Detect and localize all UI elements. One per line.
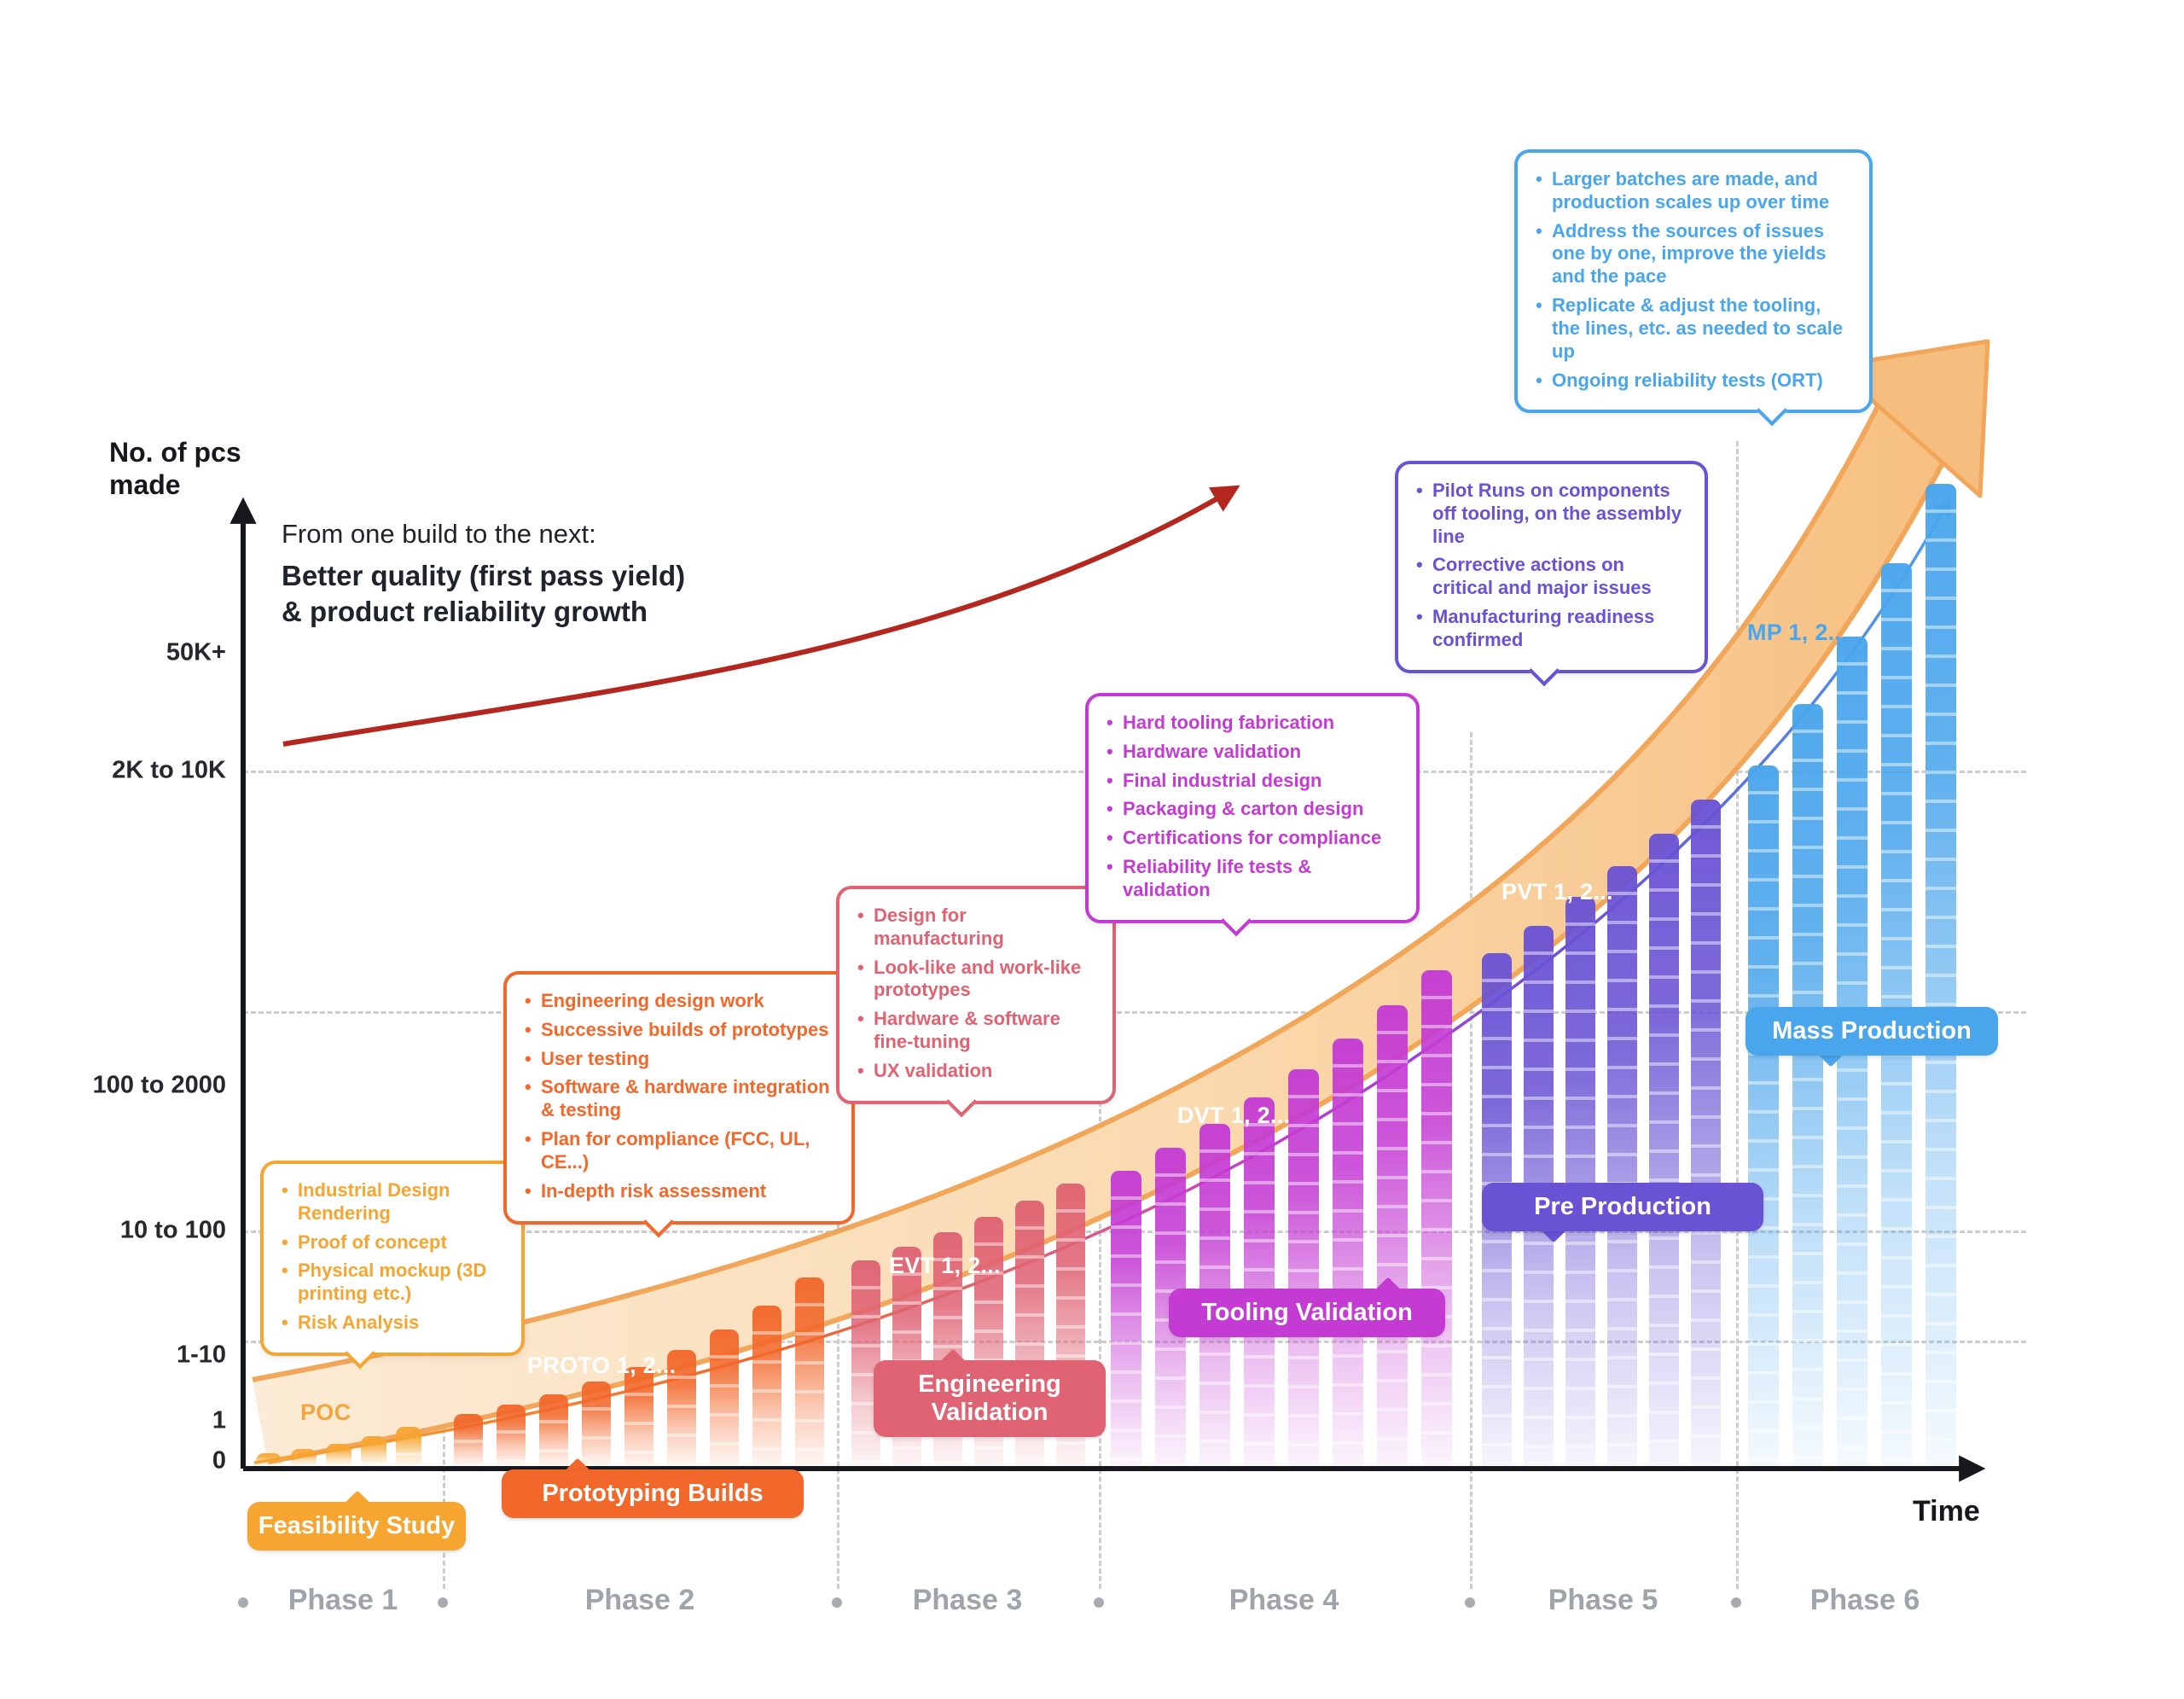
badge-pointer <box>1374 1277 1402 1304</box>
callout-item: Risk Analysis <box>277 1312 506 1335</box>
y-axis-label-10-to-100: 10 to 100 <box>119 1216 226 1244</box>
callout-mass-production: Larger batches are made, and production … <box>1514 149 1873 427</box>
phase-axis-dot <box>1094 1597 1104 1608</box>
callout-prototyping-builds: Engineering design work Successive builds… <box>503 971 855 1238</box>
phase-axis-dot <box>832 1597 842 1608</box>
callout-list: Pilot Runs on components off tooling, on… <box>1412 480 1689 652</box>
badge-mass-production: Mass Production <box>1745 1007 1998 1068</box>
y-axis-title: No. of pcs made <box>109 437 241 502</box>
callout-list: Hard tooling fabrication Hardware validat… <box>1102 712 1401 902</box>
y-axis-label-100-to-2000: 100 to 2000 <box>92 1071 226 1099</box>
phase-axis-dot <box>1731 1597 1741 1608</box>
badge-tooling-validation: Tooling Validation <box>1169 1277 1445 1338</box>
callout-item: Proof of concept <box>277 1231 506 1254</box>
phase-axis-dot <box>438 1597 448 1608</box>
badge-prototyping-builds: Prototyping Builds <box>502 1458 804 1519</box>
y-axis-label-1: 1 <box>212 1406 226 1434</box>
y-axis-label-0: 0 <box>212 1446 226 1475</box>
y-axis-title-line2: made <box>109 468 181 500</box>
phase-axis-dot <box>238 1597 248 1608</box>
callout-item: Corrective actions on critical and major… <box>1412 554 1689 600</box>
callout-item: Design for manufacturing <box>853 905 1097 951</box>
callout-item: User testing <box>520 1048 836 1071</box>
badge-pointer <box>1540 1216 1567 1243</box>
callout-item: Physical mockup (3D printing etc.) <box>277 1260 506 1306</box>
phase-label-3: Phase 3 <box>912 1584 1023 1616</box>
phase-axis-dot <box>1465 1597 1475 1608</box>
callout-item: Software & hardware integration & testin… <box>520 1076 836 1122</box>
callout-pointer <box>945 1085 978 1118</box>
y-axis-label-50k: 50K+ <box>166 638 226 666</box>
callout-item: Successive builds of prototypes <box>520 1019 836 1042</box>
badge-pointer <box>1817 1040 1844 1068</box>
callout-pointer <box>1528 655 1560 687</box>
callout-list: Industrial Design Rendering Proof of conc… <box>277 1179 506 1335</box>
badge-pointer <box>939 1348 967 1376</box>
callout-item: Hardware validation <box>1102 741 1401 764</box>
callout-item: Certifications for compliance <box>1102 827 1401 850</box>
callout-item: Look-like and work-like prototypes <box>853 957 1097 1003</box>
callout-item: Replicate & adjust the tooling, the line… <box>1531 294 1854 363</box>
callout-tooling-validation: Hard tooling fabrication Hardware validat… <box>1085 693 1420 937</box>
badge-feasibility-study: Feasibility Study <box>247 1490 466 1551</box>
callout-item: Hard tooling fabrication <box>1102 712 1401 735</box>
phase-label-5: Phase 5 <box>1548 1584 1658 1616</box>
callout-item: In-depth risk assessment <box>520 1180 836 1203</box>
callout-item: UX validation <box>853 1060 1097 1083</box>
badge-engineering-validation: Engineering Validation <box>874 1348 1106 1438</box>
y-axis-label-2k-to-10k: 2K to 10K <box>112 756 226 784</box>
badge-pointer <box>564 1458 591 1485</box>
badge-pointer <box>344 1490 371 1517</box>
callout-list: Design for manufacturing Look-like and wo… <box>853 905 1097 1083</box>
callout-item: Plan for compliance (FCC, UL, CE...) <box>520 1128 836 1174</box>
x-axis-title: Time <box>1913 1495 1980 1527</box>
phase-label-6: Phase 6 <box>1809 1584 1920 1616</box>
callout-pre-production: Pilot Runs on components off tooling, on… <box>1395 461 1708 687</box>
callout-pointer <box>642 1206 675 1238</box>
callout-item: Final industrial design <box>1102 770 1401 793</box>
phase-label-4: Phase 4 <box>1228 1584 1339 1616</box>
callout-item: Larger batches are made, and production … <box>1531 168 1854 214</box>
y-axis-title-line1: No. of pcs <box>109 437 241 468</box>
callout-feasibility-study: Industrial Design Rendering Proof of conc… <box>260 1161 525 1370</box>
callout-engineering-validation: Design for manufacturing Look-like and wo… <box>836 886 1116 1118</box>
callout-item: Address the sources of issues one by one… <box>1531 220 1854 288</box>
callout-list: Engineering design work Successive builds… <box>520 990 836 1203</box>
callout-item: Pilot Runs on components off tooling, on… <box>1412 480 1689 548</box>
badge-pre-production: Pre Production <box>1482 1183 1763 1243</box>
phase-label-1: Phase 1 <box>288 1584 398 1616</box>
callout-pointer <box>1220 905 1252 937</box>
callout-pointer <box>344 1337 376 1370</box>
callout-item: Hardware & software fine-tuning <box>853 1008 1097 1054</box>
callout-item: Engineering design work <box>520 990 836 1013</box>
callout-item: Industrial Design Rendering <box>277 1179 506 1225</box>
phase-label-2: Phase 2 <box>584 1584 695 1616</box>
callout-item: Packaging & carton design <box>1102 798 1401 821</box>
callout-list: Larger batches are made, and production … <box>1531 168 1854 392</box>
callout-item: Ongoing reliability tests (ORT) <box>1531 369 1854 393</box>
callout-item: Reliability life tests & validation <box>1102 856 1401 902</box>
callout-pointer <box>1756 395 1788 427</box>
callout-item: Manufacturing readiness confirmed <box>1412 606 1689 652</box>
y-axis-labels: 50K+ 2K to 10K 100 to 2000 10 to 100 1-10 1 0 <box>51 0 226 1699</box>
y-axis-label-1-10: 1-10 <box>176 1341 226 1369</box>
